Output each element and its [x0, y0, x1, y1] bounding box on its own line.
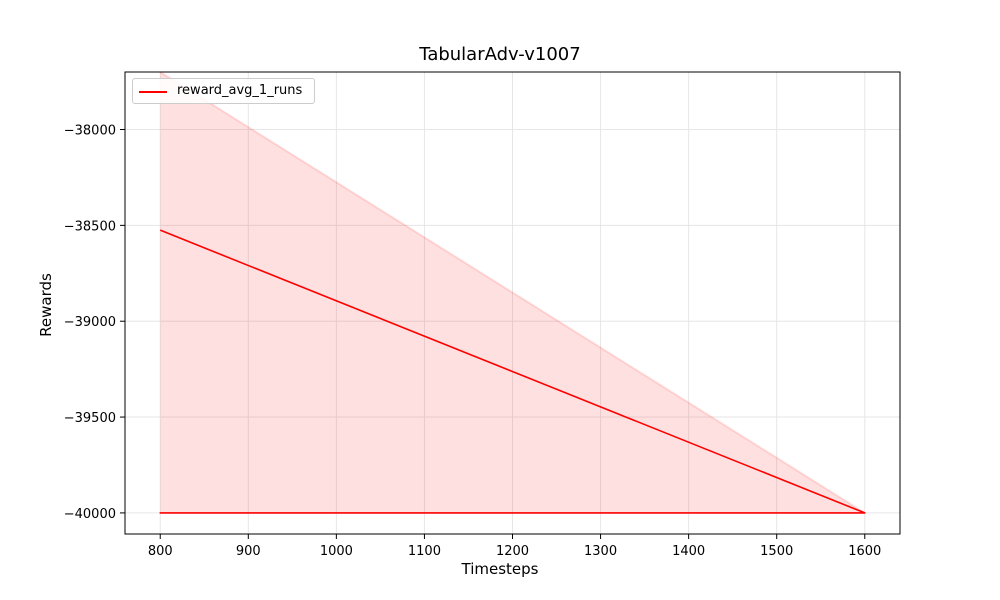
- band-area: [160, 72, 865, 513]
- shaded-band: [159, 72, 866, 514]
- series-line-reward-avg: [159, 229, 866, 514]
- x-tick-label: 1500: [760, 544, 793, 559]
- chart-title: TabularAdv-v1007: [419, 44, 581, 65]
- x-tick-label: 1200: [496, 544, 529, 559]
- y-tick-label: −39500: [64, 411, 116, 426]
- series-lines: [159, 229, 866, 514]
- band-upper-edge: [159, 72, 866, 514]
- legend-swatch-reward-avg: [139, 91, 167, 93]
- y-tick-label: −38000: [64, 124, 116, 139]
- x-tick-label: 1300: [584, 544, 617, 559]
- x-tick-label: 1100: [408, 544, 441, 559]
- x-axis-label: Timesteps: [461, 560, 539, 578]
- y-axis-label: Rewards: [37, 273, 55, 337]
- y-axis-ticks: −40000 −39500 −39000 −38500 −38000: [64, 124, 125, 522]
- x-tick-label: 800: [148, 544, 173, 559]
- y-tick-label: −39000: [64, 315, 116, 330]
- x-tick-label: 1600: [848, 544, 881, 559]
- legend-label-reward-avg: reward_avg_1_runs: [177, 83, 303, 98]
- y-tick-label: −40000: [64, 507, 116, 522]
- y-tick-label: −38500: [64, 219, 116, 234]
- x-tick-label: 1400: [672, 544, 705, 559]
- legend: reward_avg_1_runs: [132, 78, 315, 104]
- x-tick-label: 1000: [320, 544, 353, 559]
- x-tick-label: 900: [236, 544, 261, 559]
- x-axis-ticks: 800 900 1000 1100 1200 1300 1400 1500 1600: [148, 534, 881, 559]
